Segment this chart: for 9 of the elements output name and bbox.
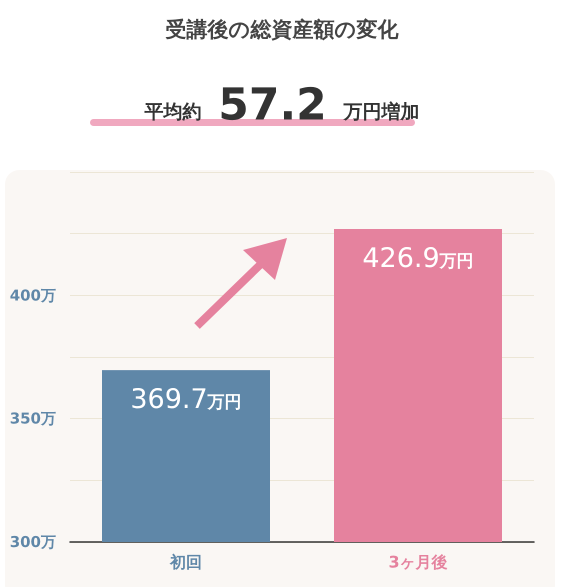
chart-subtitle: 平均約 57.2 万円増加 (144, 80, 420, 130)
y-tick-label: 350万 (10, 410, 56, 428)
data-label: 426.9万円 (362, 242, 474, 274)
y-tick-label: 400万 (10, 286, 56, 304)
x-tick-label: 初回 (169, 552, 202, 572)
chart-title: 受講後の総資産額の変化 (166, 18, 400, 42)
x-tick-label: 3ヶ月後 (388, 552, 448, 572)
y-tick-label: 300万 (10, 533, 56, 551)
data-label: 369.7万円 (130, 384, 242, 416)
